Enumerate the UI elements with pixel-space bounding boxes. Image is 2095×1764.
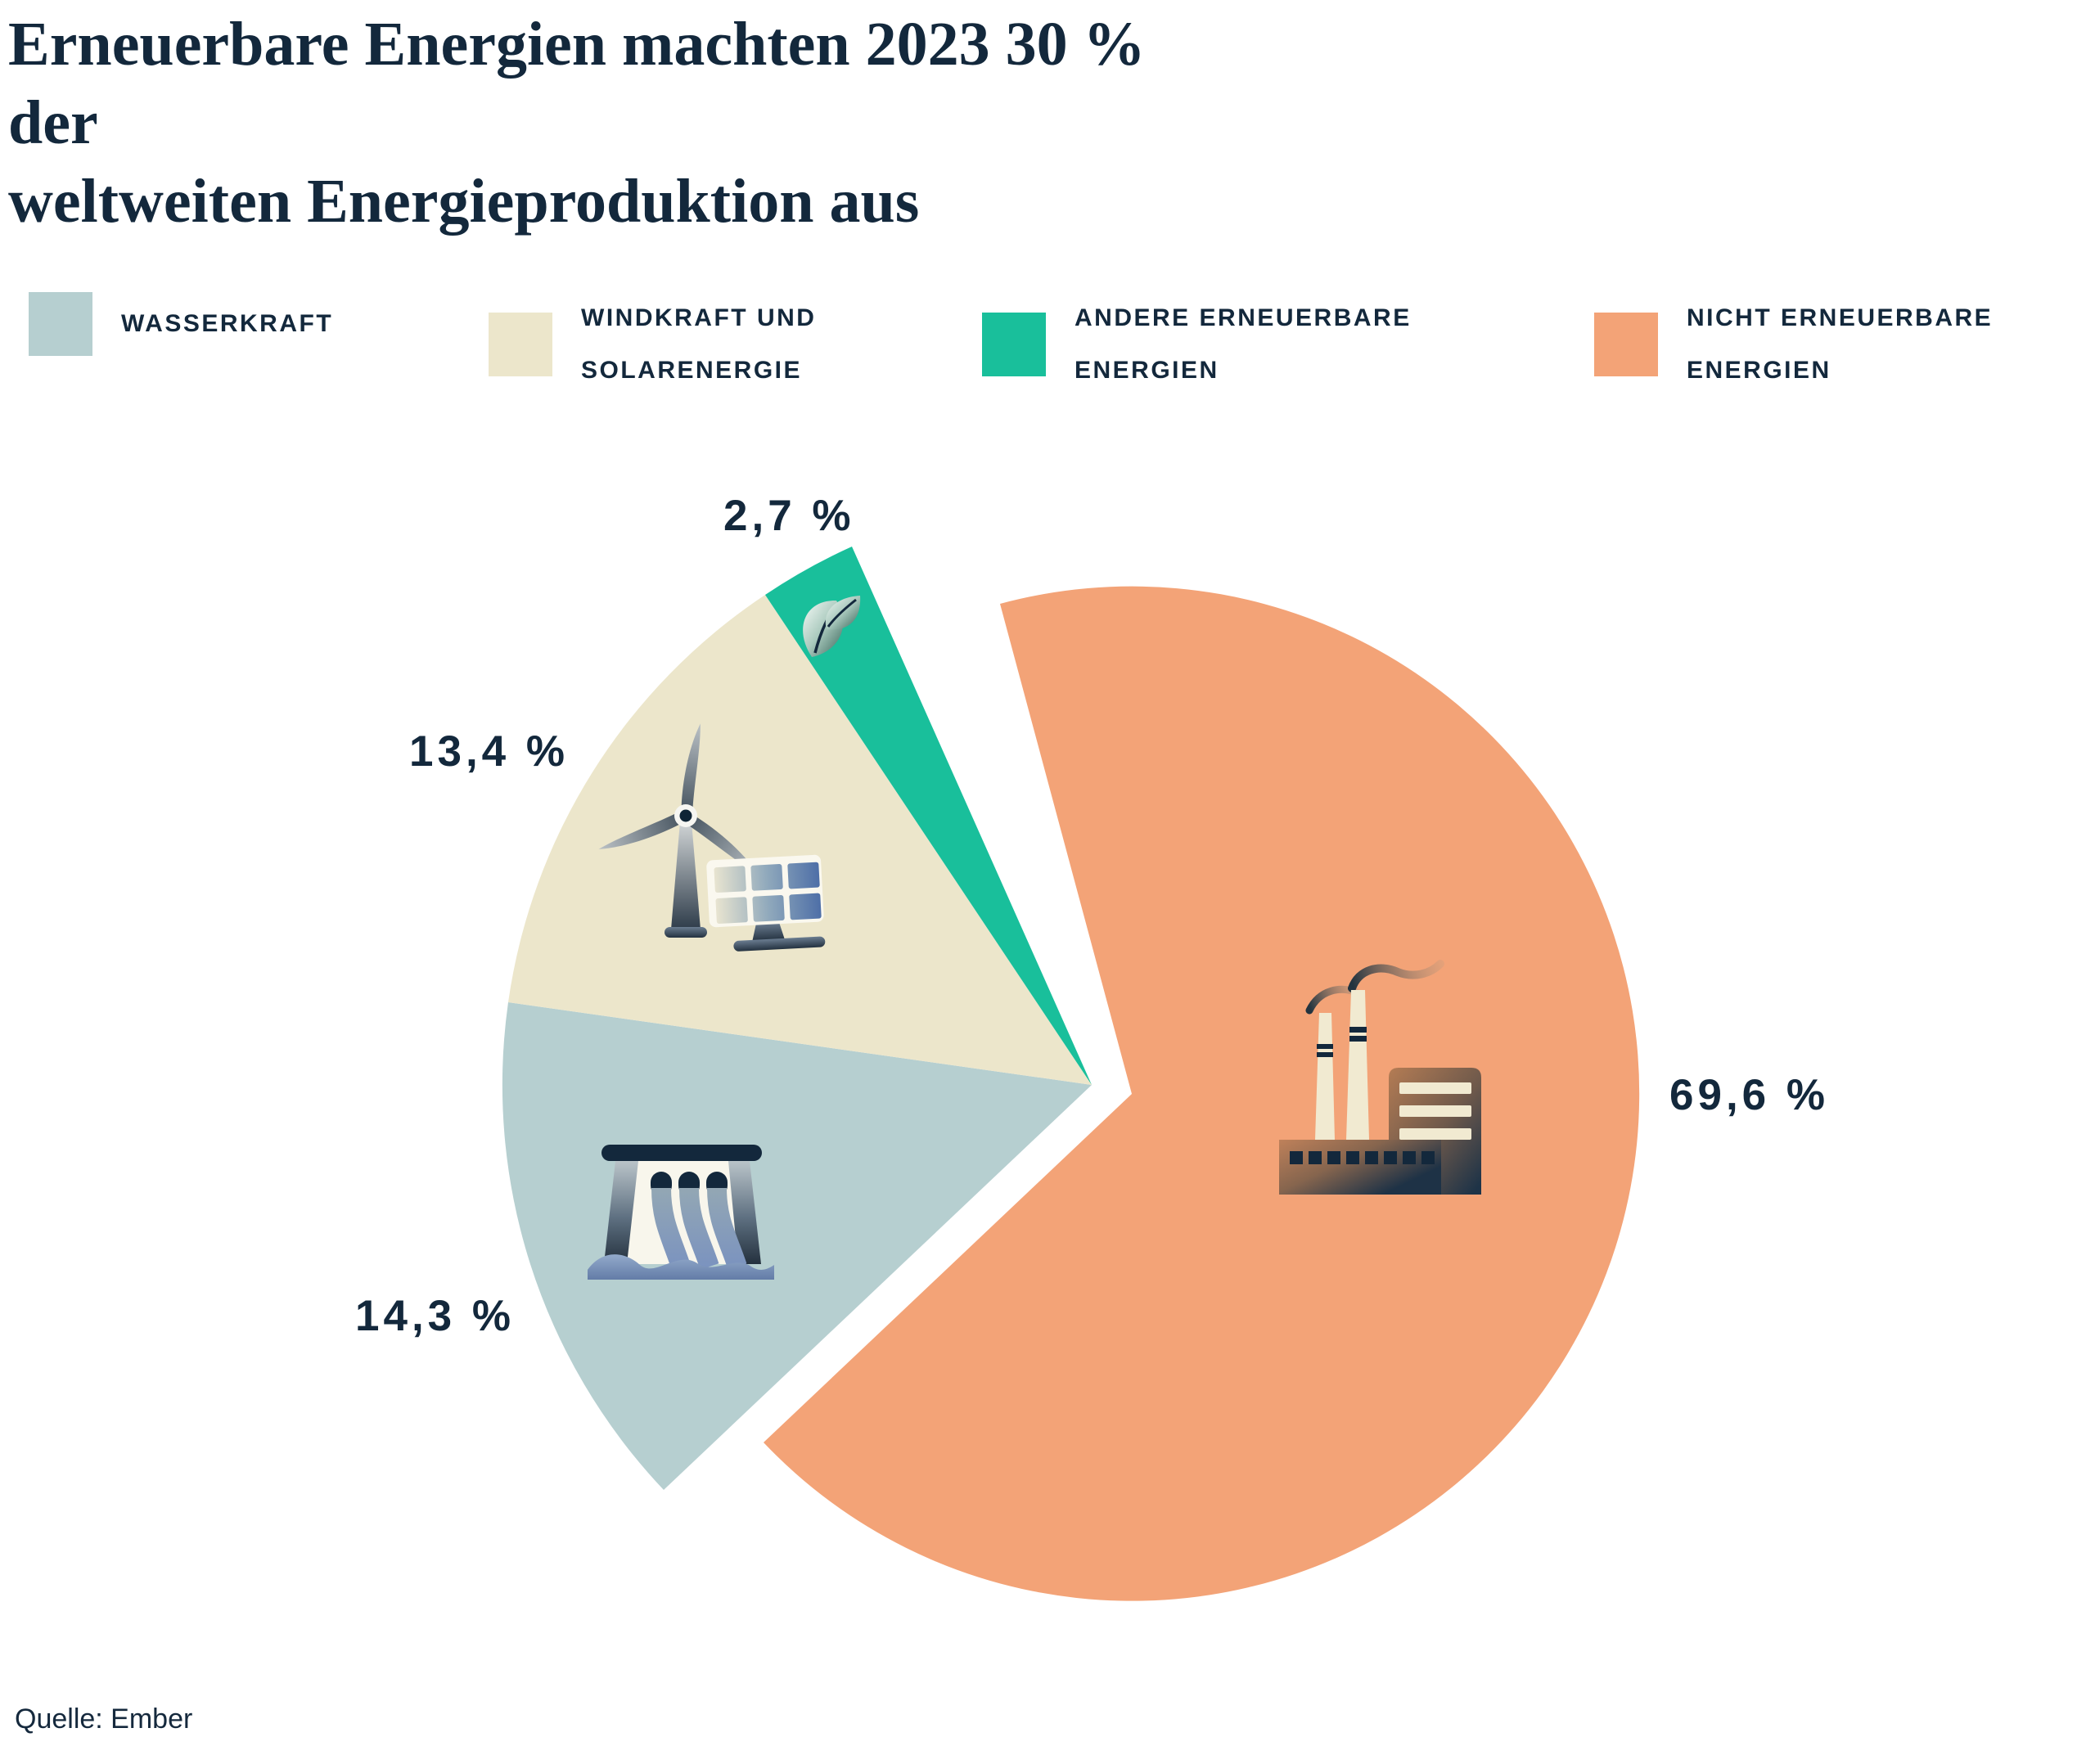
page-title-line2: weltweiten Energieproduktion aus xyxy=(8,167,920,236)
factory-icon xyxy=(1279,960,1481,1195)
legend-label-line: SOLARENERGIE xyxy=(581,357,803,384)
pie-slice-nicht-erneuerbare xyxy=(764,586,1640,1601)
legend-item-nicht-erneuerbare: NICHT ERNEUERBARE ENERGIEN xyxy=(1594,292,1993,397)
legend-label-windkraft-solar: WINDKRAFT UND SOLARENERGIE xyxy=(581,292,816,397)
legend-swatch-andere-erneuerbare xyxy=(982,313,1046,376)
page-title: Erneuerbare Energien machten 2023 30 % d… xyxy=(8,5,1236,241)
legend-label-line: WINDKRAFT UND xyxy=(581,304,817,331)
leaf-icon xyxy=(803,596,861,657)
slice-label-andere-erneuerbare: 2,7 % xyxy=(723,492,855,540)
legend-swatch-wasserkraft xyxy=(29,292,92,356)
page-title-line1: Erneuerbare Energien machten 2023 30 % d… xyxy=(8,10,1146,157)
legend-item-wasserkraft: WASSERKRAFT xyxy=(29,292,333,356)
legend-label-line: ANDERE ERNEUERBARE xyxy=(1075,304,1412,331)
pie-slice-windkraft-solar xyxy=(508,595,1092,1085)
legend-label-line: ENERGIEN xyxy=(1687,357,1831,384)
legend-swatch-windkraft-solar xyxy=(489,313,552,376)
legend-label-line: WASSERKRAFT xyxy=(121,310,334,337)
legend-label-nicht-erneuerbare: NICHT ERNEUERBARE ENERGIEN xyxy=(1687,292,1993,397)
legend-label-line: NICHT ERNEUERBARE xyxy=(1687,304,1994,331)
legend-label-andere-erneuerbare: ANDERE ERNEUERBARE ENERGIEN xyxy=(1075,292,1412,397)
slice-label-wasserkraft: 14,3 % xyxy=(355,1292,516,1340)
pie-slice-wasserkraft xyxy=(502,1002,1092,1490)
solar-panel-icon xyxy=(706,854,826,952)
pie-slice-andere-erneuerbare xyxy=(765,547,1092,1085)
legend-swatch-nicht-erneuerbare xyxy=(1594,313,1658,376)
slice-label-nicht-erneuerbare: 69,6 % xyxy=(1669,1071,1830,1119)
slice-label-windkraft-solar: 13,4 % xyxy=(409,727,570,776)
hydro-dam-icon xyxy=(588,1145,774,1280)
legend-item-windkraft-solar: WINDKRAFT UND SOLARENERGIE xyxy=(489,292,816,397)
source-note: Quelle: Ember xyxy=(15,1703,193,1735)
wind-turbine-icon xyxy=(598,723,759,938)
legend-label-wasserkraft: WASSERKRAFT xyxy=(121,298,333,350)
legend-label-line: ENERGIEN xyxy=(1075,357,1219,384)
legend-item-andere-erneuerbare: ANDERE ERNEUERBARE ENERGIEN xyxy=(982,292,1412,397)
